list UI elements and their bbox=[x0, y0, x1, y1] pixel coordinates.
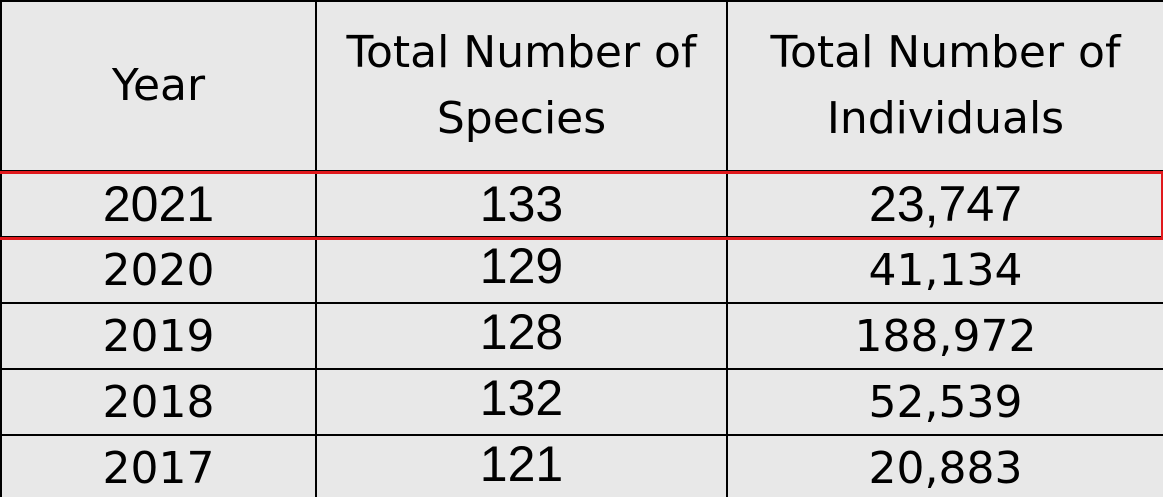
cell-individuals: 188,972 bbox=[726, 302, 1163, 370]
cell-individuals: 20,883 bbox=[726, 434, 1163, 497]
header-total-individuals: Total Number of Individuals bbox=[726, 0, 1163, 172]
cell-species: 129 bbox=[315, 232, 728, 300]
table-row: 2020 129 41,134 bbox=[0, 232, 1163, 304]
cell-individuals: 52,539 bbox=[726, 368, 1163, 436]
cell-year: 2017 bbox=[0, 434, 317, 497]
cell-year: 2018 bbox=[0, 368, 317, 436]
cell-species: 128 bbox=[315, 298, 728, 366]
cell-species: 132 bbox=[315, 364, 728, 432]
header-row: Year Total Number of Species Total Numbe… bbox=[0, 0, 1163, 172]
cell-species: 133 bbox=[315, 170, 728, 238]
table-row: 2018 132 52,539 bbox=[0, 364, 1163, 436]
cell-individuals: 23,747 bbox=[726, 170, 1163, 238]
header-year: Year bbox=[0, 0, 317, 172]
cell-year: 2019 bbox=[0, 302, 317, 370]
table-row-highlighted: 2021 133 23,747 bbox=[0, 170, 1163, 238]
header-total-species: Total Number of Species bbox=[315, 0, 728, 172]
table-row: 2017 121 20,883 bbox=[0, 430, 1163, 497]
cell-individuals: 41,134 bbox=[726, 236, 1163, 304]
cell-species: 121 bbox=[315, 430, 728, 497]
cell-year: 2020 bbox=[0, 236, 317, 304]
table-row: 2019 128 188,972 bbox=[0, 298, 1163, 370]
cell-year: 2021 bbox=[0, 170, 317, 238]
